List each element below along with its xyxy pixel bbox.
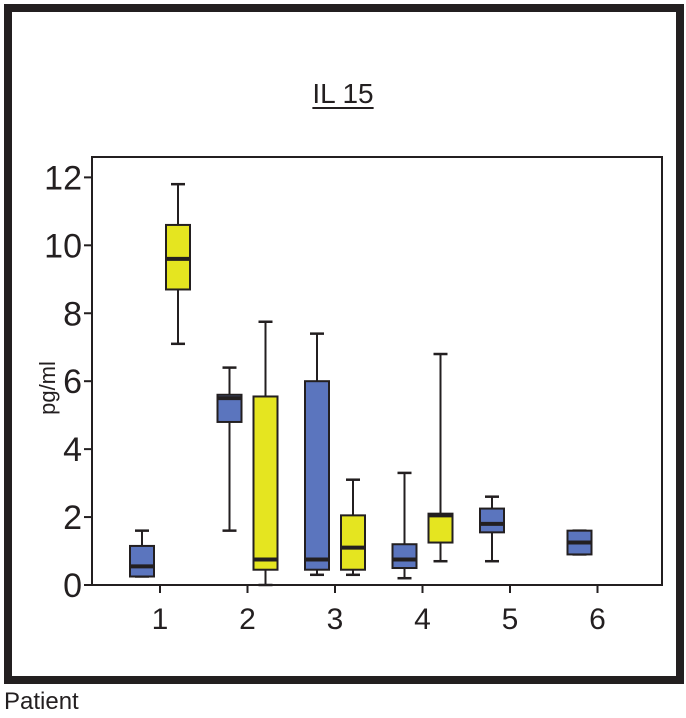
iqr-box	[427, 512, 454, 544]
iqr-box	[129, 544, 155, 578]
iqr-box	[304, 380, 330, 571]
x-tick-label: 4	[414, 603, 431, 636]
y-tick-label: 2	[63, 499, 82, 537]
iqr-box	[252, 395, 279, 571]
x-tick-label: 3	[327, 603, 344, 636]
y-tick-label: 8	[63, 295, 82, 333]
box-yellow-patient-4	[427, 352, 454, 563]
x-tick-label: 2	[239, 603, 256, 636]
box-blue-patient-4	[391, 471, 418, 580]
box-blue-patient-1	[129, 529, 155, 578]
x-tick-label: 5	[502, 603, 519, 636]
y-tick-label: 6	[63, 363, 82, 401]
x-axis-label: Patient	[4, 688, 79, 715]
box-yellow-patient-1	[165, 182, 191, 346]
iqr-box	[340, 514, 366, 571]
y-axis-label: pg/ml	[35, 361, 60, 415]
x-tick-label: 6	[589, 603, 606, 636]
box-blue-patient-5	[479, 495, 505, 563]
box-blue-patient-6	[566, 529, 593, 556]
chart-title: IL 15	[312, 78, 374, 109]
plot-area-border	[91, 156, 663, 586]
y-tick-label: 10	[44, 227, 82, 265]
iqr-box	[391, 543, 418, 570]
box-yellow-patient-2	[252, 320, 279, 587]
box-yellow-patient-3	[340, 478, 366, 577]
y-tick-label: 4	[63, 431, 82, 469]
y-tick-label: 0	[63, 567, 82, 605]
box-blue-patient-3	[304, 332, 330, 577]
box-blue-patient-2	[216, 366, 243, 532]
x-tick-label: 1	[152, 603, 169, 636]
iqr-box	[479, 507, 505, 534]
y-tick-label: 12	[44, 159, 82, 197]
